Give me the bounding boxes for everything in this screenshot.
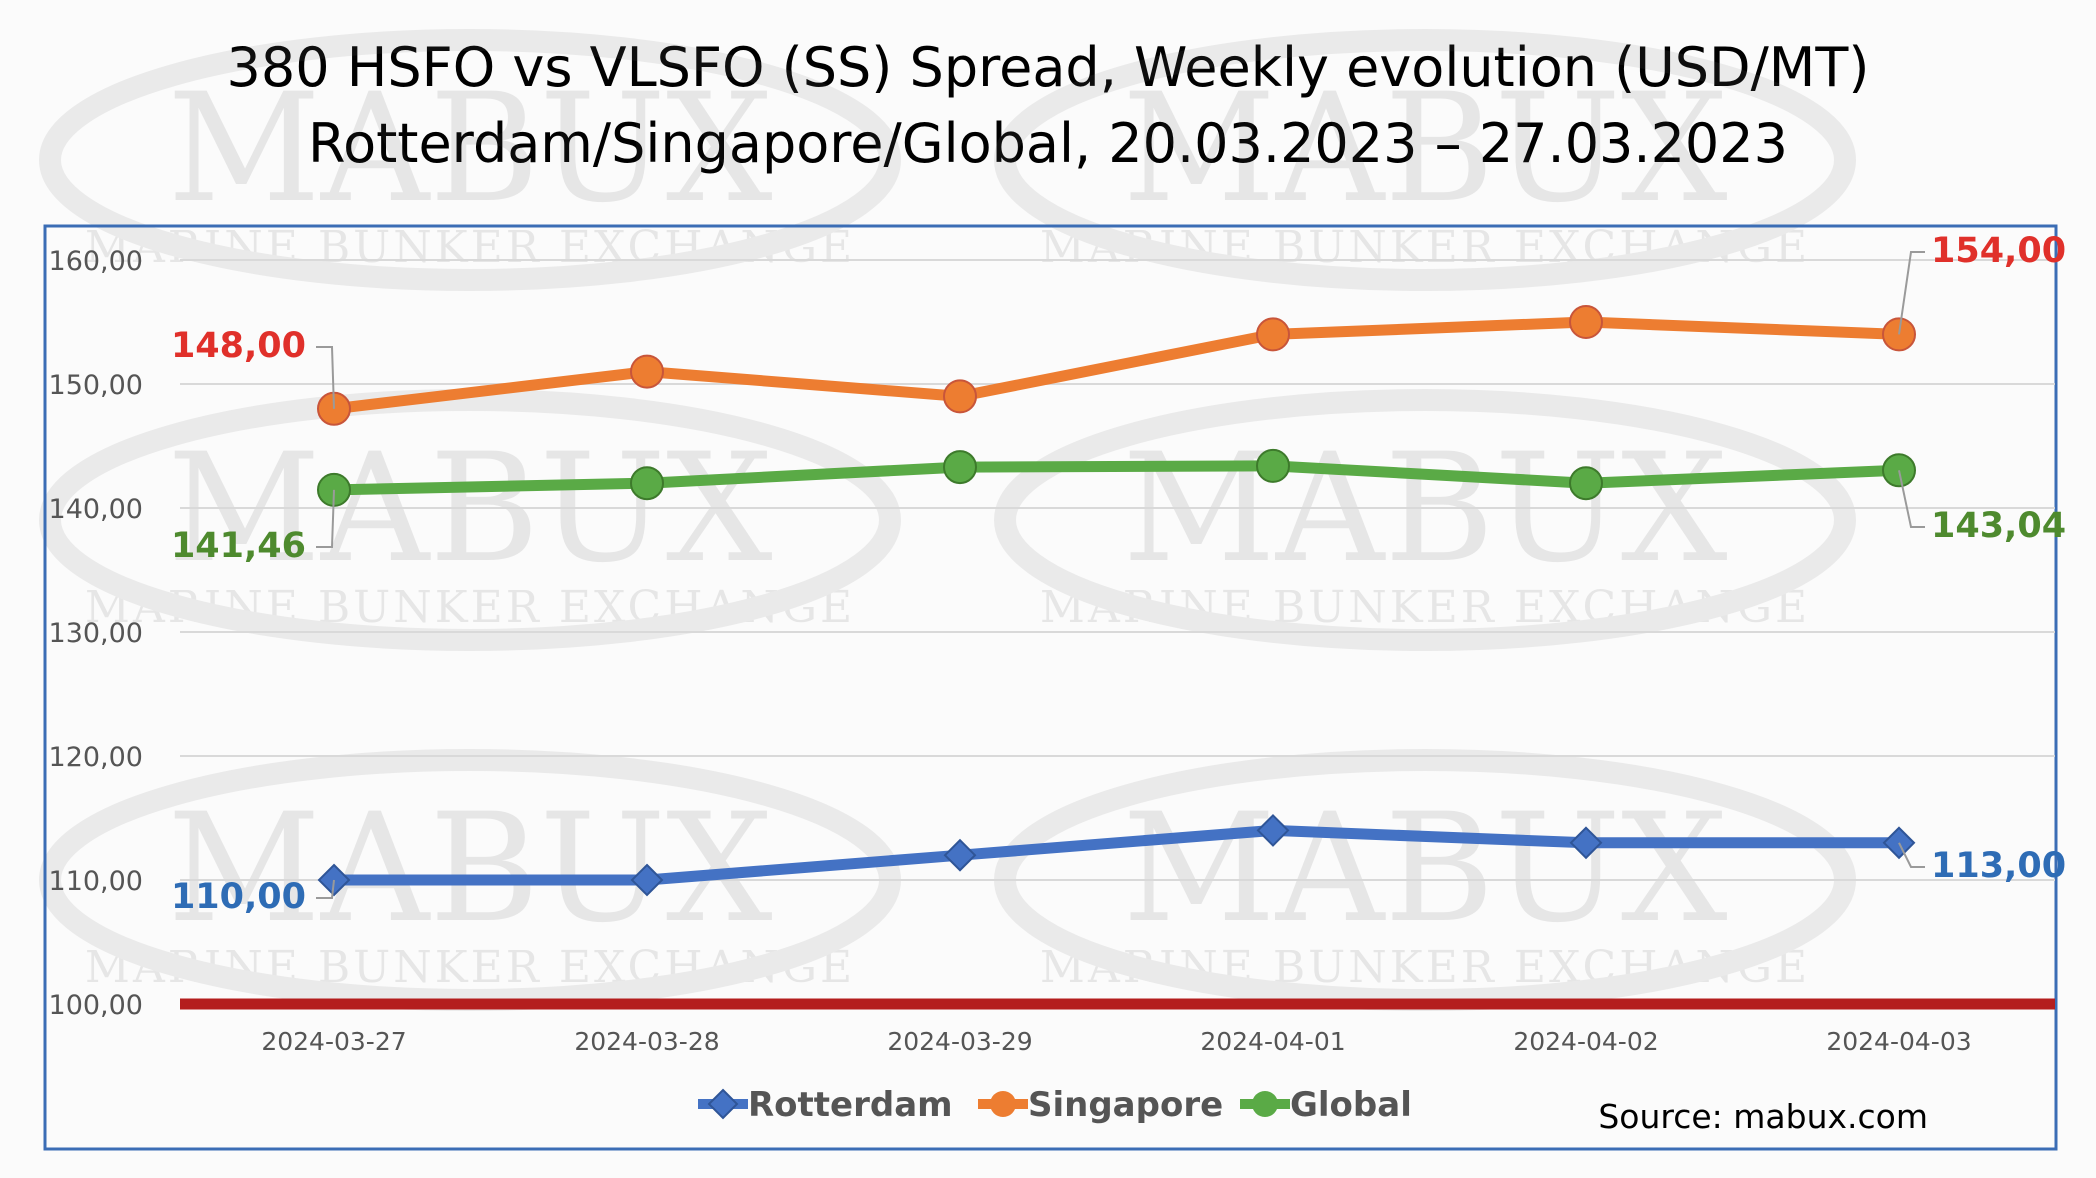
watermark-word: MABUX [1122, 782, 1728, 956]
x-tick-label: 2024-04-03 [1826, 1027, 1971, 1056]
point-rotterdam [630, 863, 664, 897]
series-line-rotterdam [328, 824, 1905, 886]
legend-label-singapore: Singapore [1028, 1085, 1223, 1125]
x-axis-ticks: 2024-03-27 2024-03-28 2024-03-29 2024-04-01… [261, 1027, 1971, 1056]
point-global [1256, 448, 1290, 483]
legend-label-global: Global [1290, 1085, 1412, 1125]
y-axis-ticks: 100,00 110,00 120,00 130,00 140,00 150,00 160,… [49, 246, 143, 1021]
watermark-swoosh [994, 389, 1856, 651]
point-global [1569, 466, 1603, 501]
chart-title-line-2: Rotterdam/Singapore/Global, 20.03.2023 –… [307, 112, 1789, 175]
data-label-rotterdam-first: 110,00 [171, 877, 306, 917]
chart-title-line-1: 380 HSFO vs VLSFO (SS) Spread, Weekly ev… [226, 36, 1870, 99]
data-label-singapore-last: 154,00 [1931, 231, 2066, 271]
watermark-tagline: MARINE BUNKER EXCHANGE [1040, 222, 1810, 273]
leader-line-singapore [1898, 251, 1925, 335]
x-tick-label: 2024-03-27 [261, 1027, 406, 1056]
data-label-global-first: 141,46 [171, 526, 306, 566]
legend-marker-rotterdam [707, 1088, 739, 1120]
watermark-swoosh [39, 29, 901, 291]
y-tick-label: 150,00 [49, 370, 143, 401]
chart-title: 380 HSFO vs VLSFO (SS) Spread, Weekly ev… [0, 30, 2096, 182]
watermark-tagline: MARINE BUNKER EXCHANGE [1040, 942, 1810, 993]
watermark-swoosh [39, 389, 901, 651]
point-singapore [943, 379, 977, 414]
leader-line-global [316, 489, 335, 548]
legend-marker-singapore [990, 1091, 1016, 1117]
x-tick-label: 2024-04-02 [1513, 1027, 1658, 1056]
y-tick-label: 110,00 [49, 866, 143, 897]
x-tick-label: 2024-03-29 [887, 1027, 1032, 1056]
data-labels: 110,00 113,00 148,00 154,00 141,46 143,04 [171, 231, 2066, 917]
watermark-tagline: MARINE BUNKER EXCHANGE [85, 942, 855, 993]
y-tick-label: 100,00 [49, 990, 143, 1021]
series-line-global [328, 460, 1905, 496]
y-tick-label: 130,00 [49, 618, 143, 649]
series-layer [317, 305, 1916, 897]
x-tick-label: 2024-04-01 [1200, 1027, 1345, 1056]
legend-marker-global [1252, 1091, 1278, 1117]
watermark-tagline: MARINE BUNKER EXCHANGE [85, 582, 855, 633]
source-note: Source: mabux.com [1598, 1097, 1928, 1136]
watermark-tagline: MARINE BUNKER EXCHANGE [1040, 582, 1810, 633]
point-global [630, 466, 664, 501]
point-global [943, 450, 977, 485]
point-rotterdam [943, 838, 977, 872]
point-rotterdam [1569, 826, 1603, 860]
legend: Rotterdam Singapore Global [698, 1085, 1412, 1125]
data-label-rotterdam-last: 113,00 [1931, 846, 2066, 886]
legend-label-rotterdam: Rotterdam [748, 1085, 953, 1125]
leader-line-rotterdam [1898, 842, 1925, 868]
plot-frame [43, 224, 2058, 1151]
watermark-swoosh [994, 29, 1856, 291]
gridlines [180, 259, 2055, 1010]
point-singapore [1256, 317, 1290, 352]
y-tick-label: 160,00 [49, 246, 143, 277]
leader-line-global [1898, 470, 1925, 528]
series-line-singapore [328, 316, 1905, 415]
watermark-tagline: MARINE BUNKER EXCHANGE [85, 222, 855, 273]
point-rotterdam [1256, 813, 1290, 847]
data-label-global-last: 143,04 [1931, 506, 2066, 546]
y-tick-label: 140,00 [49, 494, 143, 525]
y-tick-label: 120,00 [49, 742, 143, 773]
leader-line-singapore [316, 346, 335, 409]
x-tick-label: 2024-03-28 [574, 1027, 719, 1056]
watermark-word: MABUX [167, 62, 773, 236]
data-label-singapore-first: 148,00 [171, 326, 306, 366]
watermark-word: MABUX [167, 782, 773, 956]
leader-line-rotterdam [316, 879, 335, 899]
watermark-word: MABUX [1122, 62, 1728, 236]
point-singapore [1569, 305, 1603, 339]
point-singapore [630, 354, 664, 389]
